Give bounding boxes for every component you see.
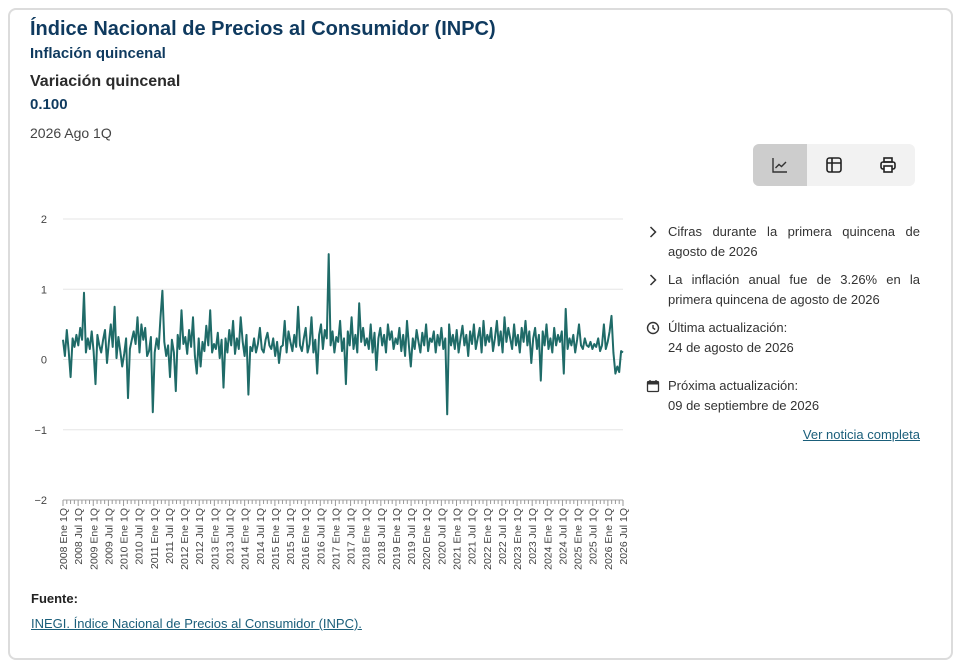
table-view-button[interactable] — [807, 144, 861, 186]
last-update-value: 24 de agosto de 2026 — [668, 340, 794, 355]
x-tick-label: 2021 Jul 1Q — [467, 508, 479, 565]
line-chart-icon — [772, 158, 787, 173]
x-tick-label: 2016 Jul 1Q — [315, 508, 327, 565]
print-button[interactable] — [861, 144, 915, 186]
x-tick-label: 2013 Ene 1Q — [209, 508, 221, 570]
x-tick-label: 2024 Ene 1Q — [542, 508, 554, 570]
chevron-right-icon — [646, 273, 660, 287]
x-tick-label: 2010 Ene 1Q — [119, 508, 131, 570]
next-update: Próxima actualización: 09 de septiembre … — [644, 376, 920, 416]
x-tick-label: 2010 Jul 1Q — [134, 508, 146, 565]
notes-panel: Cifras durante la primera quincena de ag… — [644, 222, 920, 424]
x-tick-label: 2012 Ene 1Q — [179, 508, 191, 570]
note-item: La inflación anual fue de 3.26% en la pr… — [644, 270, 920, 310]
next-update-label: Próxima actualización: — [668, 378, 799, 393]
note-item: Cifras durante la primera quincena de ag… — [644, 222, 920, 262]
last-update: Última actualización: 24 de agosto de 20… — [644, 318, 920, 358]
note-text: Cifras durante la primera quincena de ag… — [668, 224, 920, 259]
x-tick-label: 2017 Jul 1Q — [346, 508, 358, 565]
printer-icon — [880, 157, 896, 173]
calendar-icon — [646, 379, 660, 393]
x-tick-label: 2014 Jul 1Q — [255, 508, 267, 565]
source-label: Fuente: — [31, 591, 78, 606]
x-tick-label: 2008 Ene 1Q — [58, 508, 70, 570]
x-tick-label: 2019 Ene 1Q — [391, 508, 403, 570]
x-tick-label: 2014 Ene 1Q — [240, 508, 252, 570]
x-tick-label: 2018 Jul 1Q — [376, 508, 388, 565]
x-tick-label: 2009 Ene 1Q — [88, 508, 100, 570]
x-tick-label: 2026 Ene 1Q — [603, 508, 615, 570]
x-tick-label: 2011 Jul 1Q — [164, 508, 176, 564]
x-tick-label: 2020 Jul 1Q — [436, 508, 448, 565]
note-text: La inflación anual fue de 3.26% en la pr… — [668, 272, 920, 307]
chart-view-button[interactable] — [753, 144, 807, 186]
full-news-link[interactable]: Ver noticia completa — [802, 427, 920, 442]
x-tick-label: 2021 Ene 1Q — [452, 508, 464, 570]
next-update-value: 09 de septiembre de 2026 — [668, 398, 820, 413]
page-title: Índice Nacional de Precios al Consumidor… — [30, 18, 496, 40]
clock-icon — [646, 321, 660, 335]
y-tick-label: 0 — [41, 355, 47, 367]
x-tick-label: 2015 Ene 1Q — [270, 508, 282, 570]
variable-value: 0.100 — [30, 96, 68, 113]
view-toolbar — [753, 144, 915, 186]
x-tick-label: 2022 Ene 1Q — [482, 508, 494, 570]
x-tick-label: 2024 Jul 1Q — [558, 508, 570, 565]
table-icon — [826, 157, 842, 173]
x-tick-label: 2016 Ene 1Q — [300, 508, 312, 570]
x-tick-label: 2023 Jul 1Q — [527, 508, 539, 565]
y-tick-label: 2 — [41, 214, 47, 226]
x-tick-label: 2020 Ene 1Q — [421, 508, 433, 570]
x-tick-label: 2025 Ene 1Q — [573, 508, 585, 570]
x-tick-label: 2017 Ene 1Q — [330, 508, 342, 570]
y-tick-label: 1 — [41, 284, 47, 296]
x-tick-label: 2013 Jul 1Q — [225, 508, 237, 565]
page-subtitle: Inflación quincenal — [30, 45, 166, 62]
x-tick-label: 2025 Jul 1Q — [588, 508, 600, 565]
x-tick-label: 2011 Ene 1Q — [149, 508, 161, 569]
x-tick-label: 2022 Jul 1Q — [497, 508, 509, 565]
x-tick-label: 2019 Jul 1Q — [406, 508, 418, 565]
series-line — [62, 253, 624, 416]
y-tick-label: −2 — [34, 495, 47, 507]
chevron-right-icon — [646, 225, 660, 239]
variable-label: Variación quincenal — [30, 73, 181, 90]
x-tick-label: 2015 Jul 1Q — [285, 508, 297, 565]
x-tick-label: 2008 Jul 1Q — [73, 508, 85, 565]
x-tick-label: 2009 Jul 1Q — [103, 508, 115, 565]
x-tick-label: 2012 Jul 1Q — [194, 508, 206, 565]
x-tick-label: 2023 Ene 1Q — [512, 508, 524, 570]
period-label: 2026 Ago 1Q — [30, 125, 112, 141]
line-chart: 2 1 0 −1 −2 2008 Ene 1Q 2008 Jul 1Q 2009 Ene 1Q… — [34, 214, 630, 570]
x-tick-label: 2018 Ene 1Q — [361, 508, 373, 570]
x-tick-label: 2026 Jul 1Q — [618, 508, 630, 565]
y-tick-label: −1 — [34, 425, 47, 437]
last-update-label: Última actualización: — [668, 320, 788, 335]
source-link[interactable]: INEGI. Índice Nacional de Precios al Con… — [31, 616, 362, 631]
